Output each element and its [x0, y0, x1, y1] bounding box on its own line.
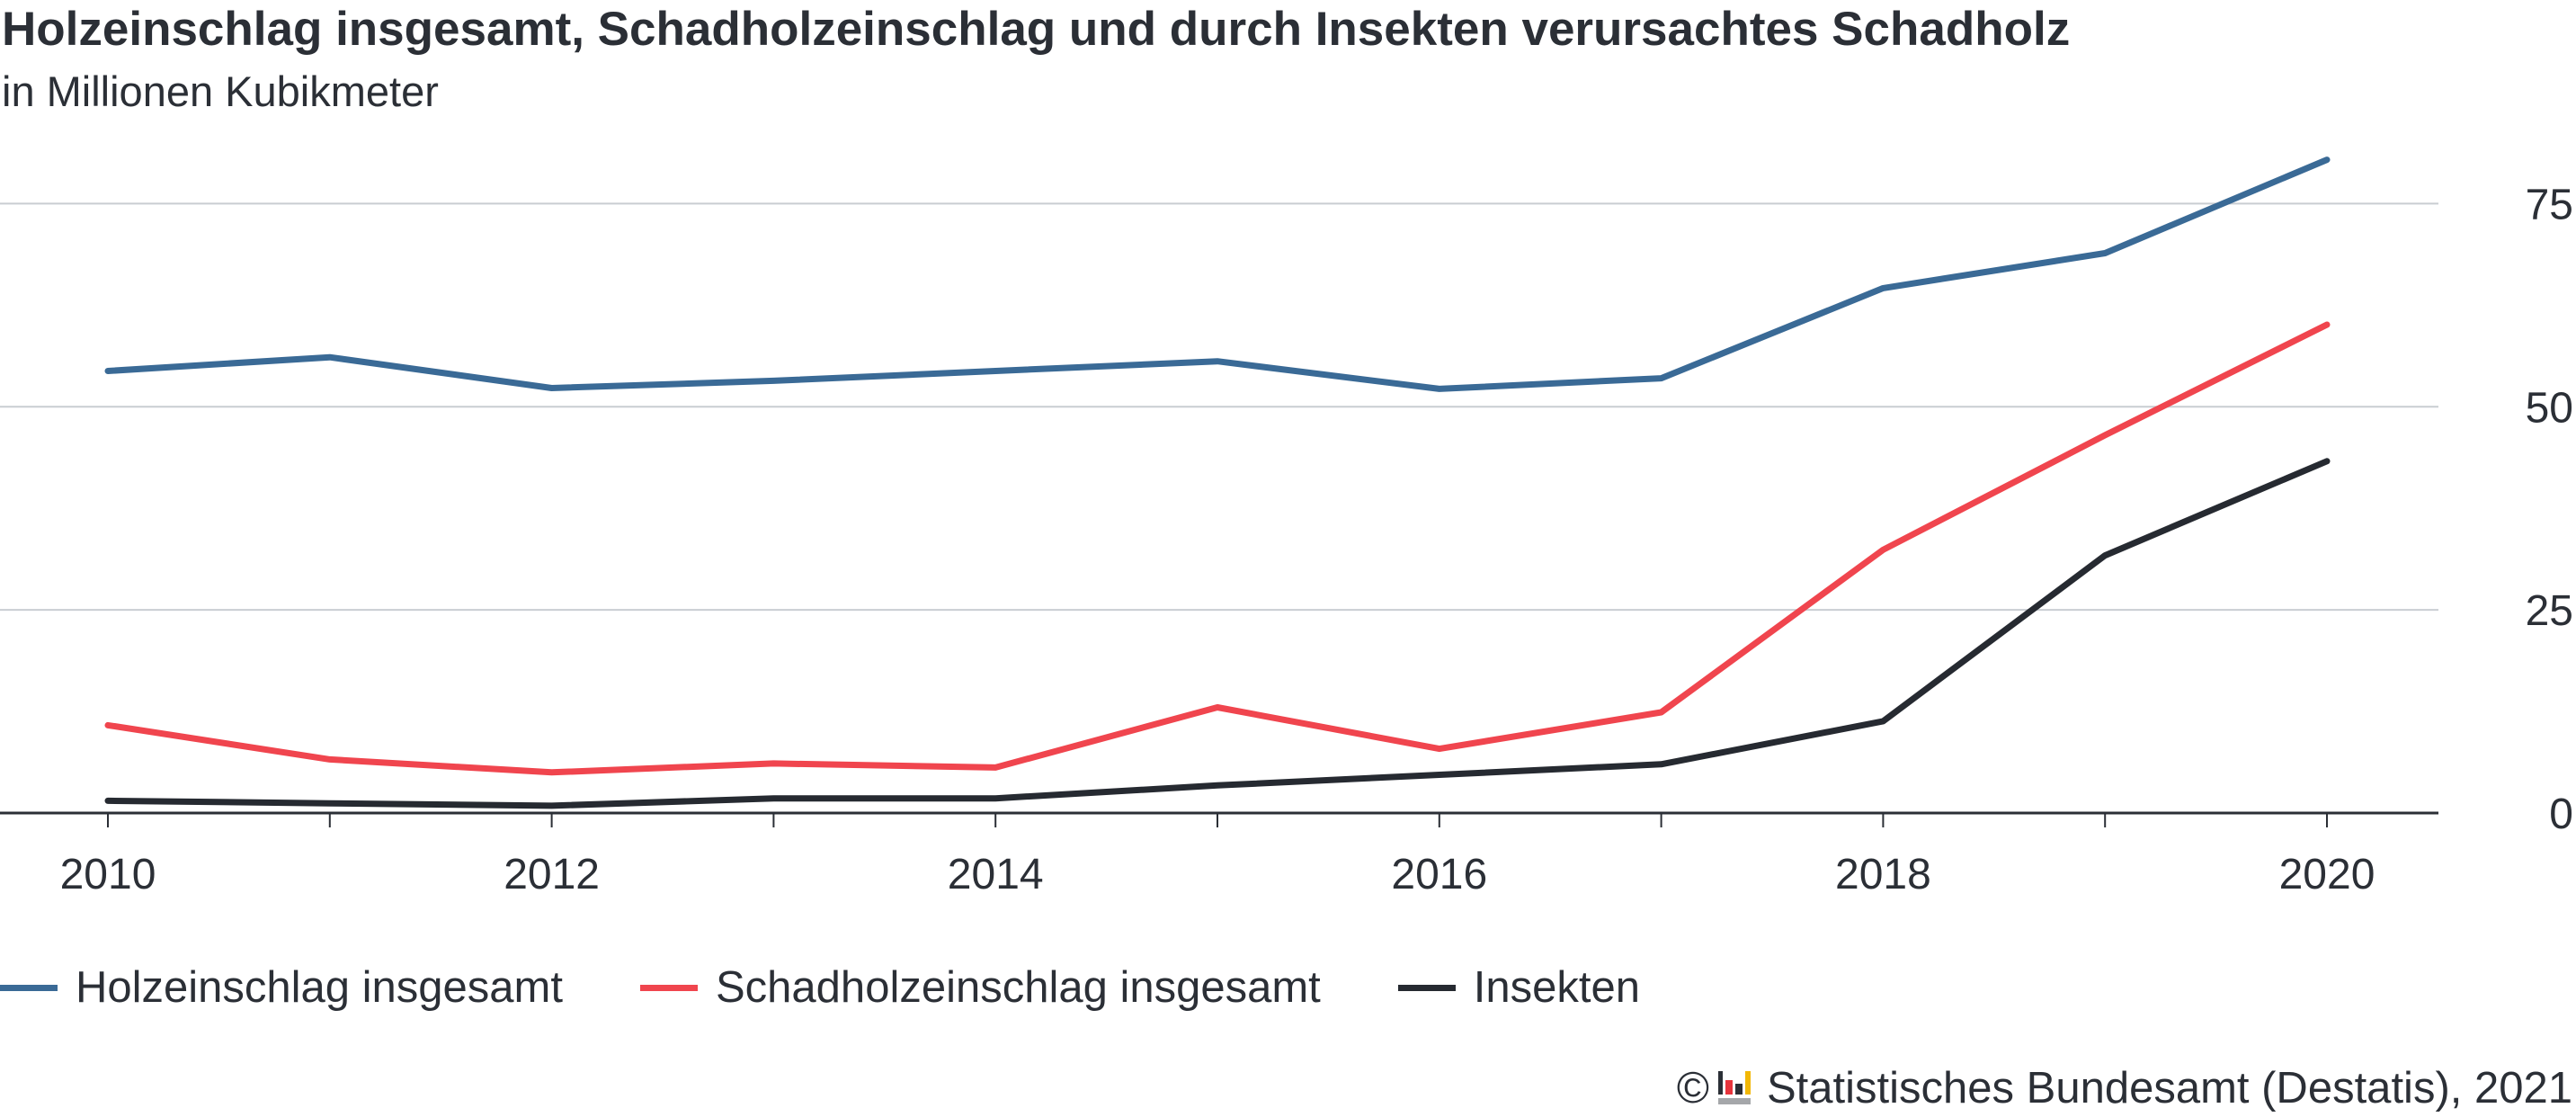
chart-title: Holzeinschlag insgesamt, Schadholzeinsch… — [2, 3, 2071, 56]
x-tick-label-2020: 2020 — [2279, 851, 2375, 898]
series-line-2 — [104, 321, 2331, 776]
legend-label-2: Schadholzeinschlag insgesamt — [716, 963, 1321, 1012]
legend-item-3: Insekten — [1397, 962, 1641, 1013]
y-tick-label-0: 0 — [2549, 791, 2573, 838]
legend-label-3: Insekten — [1473, 963, 1641, 1012]
legend-item-1: Holzeinschlag insgesamt — [0, 962, 563, 1013]
series-line-3 — [104, 458, 2331, 809]
destatis-logo-icon — [1717, 1071, 1751, 1104]
tick-labels: 0 25 50 75 2010 2012 2014 2016 2018 2020 — [60, 181, 2573, 898]
legend-swatch-1 — [0, 984, 58, 991]
legend-swatch-2 — [640, 984, 698, 991]
y-tick-label-75: 75 — [2526, 181, 2573, 228]
grid-lines — [0, 202, 2438, 612]
copyright-symbol: © — [1676, 1064, 1709, 1113]
chart-subtitle: in Millionen Kubikmeter — [2, 67, 439, 115]
legend-label-1: Holzeinschlag insgesamt — [76, 963, 563, 1012]
x-tick-label-2016: 2016 — [1391, 851, 1487, 898]
legend: Holzeinschlag insgesamt Schadholzeinschla… — [0, 961, 1717, 1014]
y-tick-label-25: 25 — [2526, 587, 2573, 635]
source-text: Statistisches Bundesamt (Destatis), 2021 — [1766, 1064, 2572, 1113]
x-tick-label-2018: 2018 — [1835, 851, 1931, 898]
x-tick-label-2014: 2014 — [948, 851, 1044, 898]
legend-swatch-3 — [1397, 984, 1456, 991]
source-credit: © Statistisches Bundesamt (Destatis), 20… — [1677, 1063, 2572, 1113]
x-tick-label-2012: 2012 — [504, 851, 600, 898]
y-tick-label-50: 50 — [2526, 384, 2573, 432]
series-line-1 — [104, 156, 2331, 392]
series-lines — [104, 156, 2331, 809]
legend-item-2: Schadholzeinschlag insgesamt — [640, 962, 1321, 1013]
x-tick-label-2010: 2010 — [60, 851, 156, 898]
x-axis — [0, 811, 2438, 827]
line-chart: 0 25 50 75 2010 2012 2014 2016 2018 2020 — [0, 156, 2573, 898]
